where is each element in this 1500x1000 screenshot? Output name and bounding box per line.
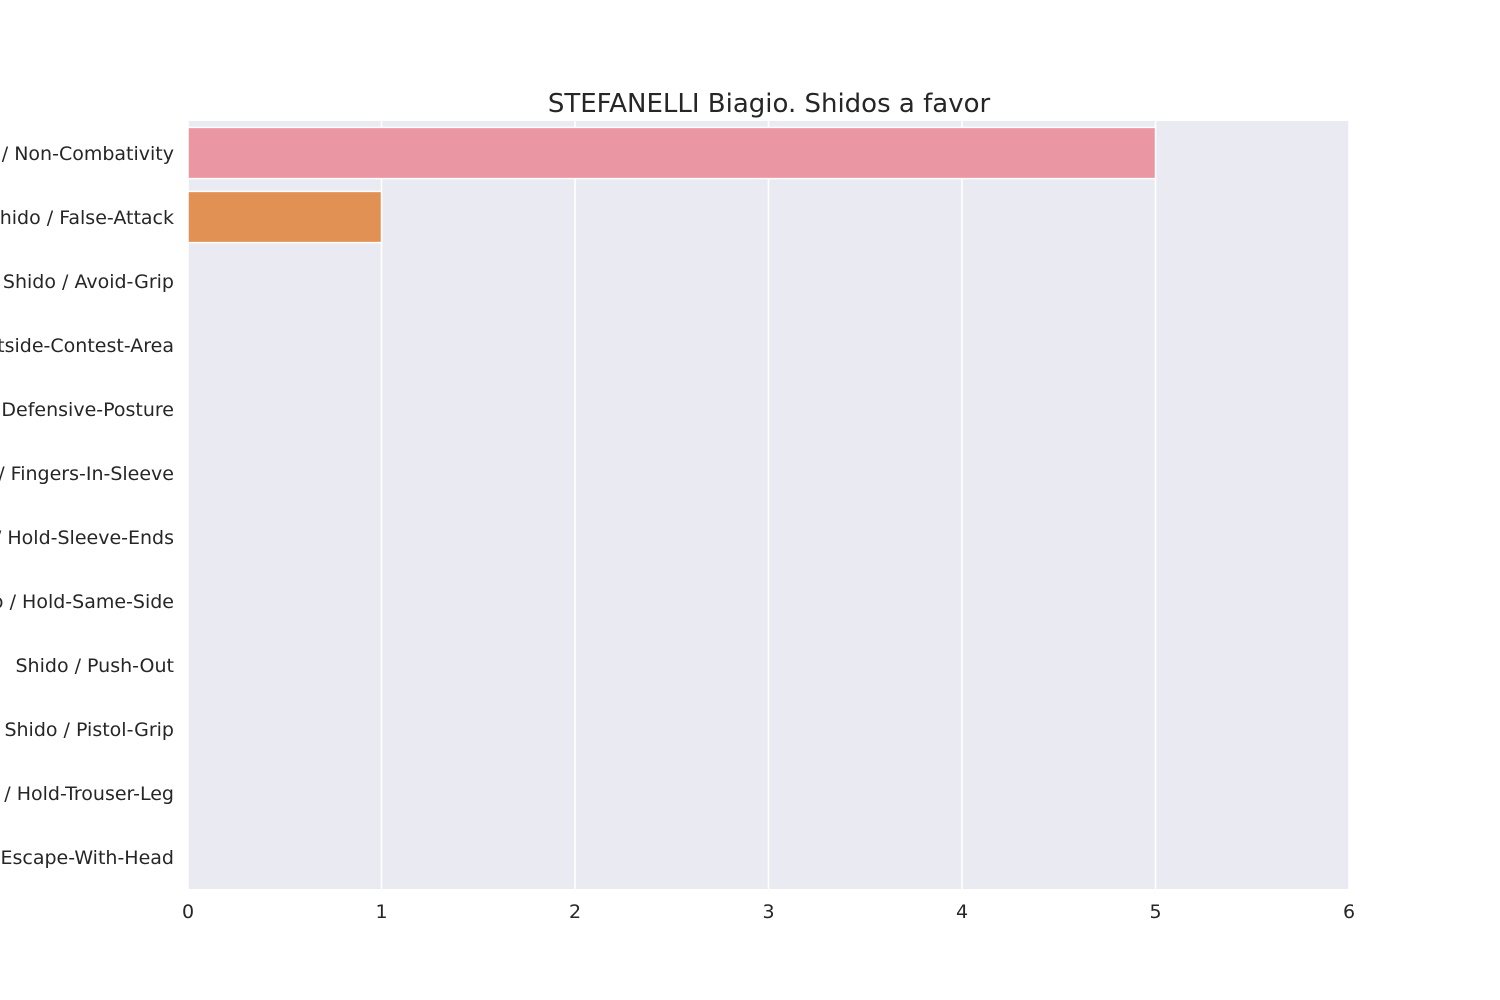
y-tick-label-1: Shido / False-Attack	[0, 207, 174, 229]
y-tick-label-2: Shido / Avoid-Grip	[3, 271, 174, 293]
y-tick-label-3: Shido / Outside-Contest-Area	[0, 335, 174, 357]
x-tick-label-0: 0	[182, 901, 194, 923]
y-tick-label-4: Shido / Defensive-Posture	[0, 399, 174, 421]
x-tick-label-4: 4	[956, 901, 968, 923]
x-tick-label-2: 2	[569, 901, 581, 923]
y-tick-label-11: Shido / Escape-With-Head	[0, 847, 174, 869]
y-tick-label-6: Shido / Hold-Sleeve-Ends	[0, 527, 174, 549]
y-tick-label-0: Shido / Non-Combativity	[0, 143, 174, 165]
x-tick-label-6: 6	[1343, 901, 1355, 923]
y-tick-label-8: Shido / Push-Out	[16, 655, 175, 677]
y-tick-label-10: Shido / Hold-Trouser-Leg	[0, 783, 174, 805]
bar-0	[187, 126, 1157, 180]
y-tick-labels: Shido / Non-Combativity Shido / False-Att…	[0, 143, 174, 869]
bars	[187, 126, 1157, 244]
y-tick-label-9: Shido / Pistol-Grip	[4, 719, 174, 741]
y-tick-label-5: Shido / Fingers-In-Sleeve	[0, 463, 174, 485]
chart-title: STEFANELLI Biagio. Shidos a favor	[548, 89, 991, 119]
gridlines	[187, 121, 1350, 889]
x-tick-label-1: 1	[375, 901, 387, 923]
y-tick-label-7: Shido / Hold-Same-Side	[0, 591, 174, 613]
x-tick-label-5: 5	[1149, 901, 1161, 923]
x-tick-labels: 0 1 2 3 4 5 6	[182, 901, 1355, 923]
bar-1	[187, 190, 383, 244]
x-tick-label-3: 3	[762, 901, 774, 923]
